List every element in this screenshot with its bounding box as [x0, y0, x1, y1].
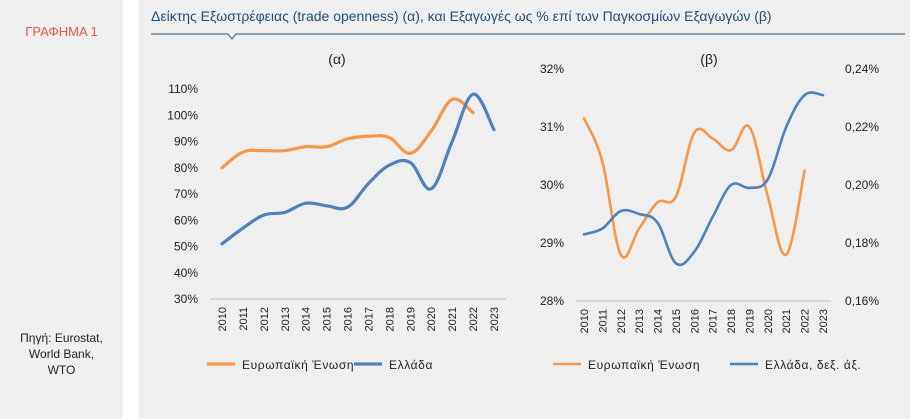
x-tick-label: 2010 — [217, 307, 229, 331]
x-tick-label: 2015 — [671, 309, 683, 333]
y2-tick-label: 0,24% — [845, 62, 879, 76]
y2-tick-label: 0,18% — [845, 236, 879, 250]
x-tick-label: 2019 — [405, 307, 417, 331]
legend-label: Ελλάδα — [389, 358, 433, 372]
y-tick-label: 90% — [174, 135, 198, 149]
y2-tick-label: 0,22% — [845, 120, 879, 134]
figure-label: ΓΡΑΦΗΜΑ 1 — [25, 24, 98, 39]
x-tick-label: 2014 — [653, 309, 665, 333]
title-underline — [151, 33, 905, 40]
chart-b-title: (β) — [700, 51, 717, 67]
legend-label: Ευρωπαϊκή Ένωση — [588, 358, 700, 372]
x-tick-label: 2022 — [800, 309, 812, 333]
x-tick-label: 2012 — [616, 309, 628, 333]
chart-a-title: (α) — [328, 51, 345, 67]
series-line-eu — [582, 117, 806, 259]
x-tick-label: 2020 — [763, 309, 775, 333]
y-tick-label: 50% — [174, 240, 198, 254]
y-tick-label: 110% — [168, 82, 198, 96]
y-tick-label: 80% — [174, 161, 198, 175]
x-tick-label: 2016 — [343, 307, 355, 331]
y2-tick-label: 0,16% — [845, 294, 879, 308]
x-tick-label: 2018 — [726, 309, 738, 333]
x-tick-label: 2021 — [781, 309, 793, 333]
x-tick-label: 2014 — [301, 307, 313, 331]
x-tick-label: 2023 — [818, 309, 830, 333]
x-tick-label: 2015 — [322, 307, 334, 331]
y-tick-label: 100% — [167, 108, 198, 122]
x-tick-label: 2016 — [689, 309, 701, 333]
legend-label: Ελλάδα, δεξ. άξ. — [765, 358, 861, 372]
y2-tick-label: 0,20% — [845, 178, 879, 192]
y-tick-label: 30% — [174, 292, 198, 306]
y-tick-label: 40% — [174, 266, 198, 280]
x-tick-label: 2011 — [597, 309, 609, 333]
x-tick-label: 2017 — [363, 307, 375, 331]
series-line-greece — [220, 92, 496, 246]
main-panel — [139, 0, 910, 419]
x-tick-label: 2018 — [384, 307, 396, 331]
x-tick-label: 2022 — [468, 307, 480, 331]
y-tick-label: 60% — [174, 213, 198, 227]
y-tick-label: 29% — [540, 236, 564, 250]
y-tick-label: 70% — [174, 187, 198, 201]
x-tick-label: 2013 — [634, 309, 646, 333]
chart-b: (β) 28% 29% 30% 31% 32% 0,16% 0,18% 0,20% 0,22% 0,… — [540, 51, 879, 372]
x-tick-label: 2020 — [426, 307, 438, 331]
y-tick-label: 28% — [540, 294, 564, 308]
series-line-greece — [582, 91, 825, 267]
x-tick-label: 2013 — [280, 307, 292, 331]
x-tick-label: 2010 — [579, 309, 591, 333]
legend-label: Ευρωπαϊκή Ένωση — [242, 358, 354, 372]
x-tick-label: 2012 — [259, 307, 271, 331]
y-tick-label: 32% — [540, 62, 564, 76]
y-tick-label: 30% — [540, 178, 564, 192]
x-tick-label: 2021 — [447, 307, 459, 331]
x-tick-label: 2019 — [744, 309, 756, 333]
x-tick-label: 2023 — [489, 307, 501, 331]
x-tick-label: 2017 — [708, 309, 720, 333]
chart-title: Δείκτης Εξωστρέφειας (trade openness) (α… — [151, 8, 772, 24]
left-panel: ΓΡΑΦΗΜΑ 1 Πηγή: Eurostat, World Bank, WT… — [0, 0, 123, 419]
series-line-eu — [220, 97, 475, 170]
y-tick-label: 31% — [540, 120, 564, 134]
x-tick-label: 2011 — [238, 307, 250, 331]
chart-a: (α) 30% 40% 50% 60% 70% 80% 90% 100% 110% 2010 2011… — [167, 51, 506, 372]
source-note: Πηγή: Eurostat, World Bank, WTO — [20, 331, 103, 377]
